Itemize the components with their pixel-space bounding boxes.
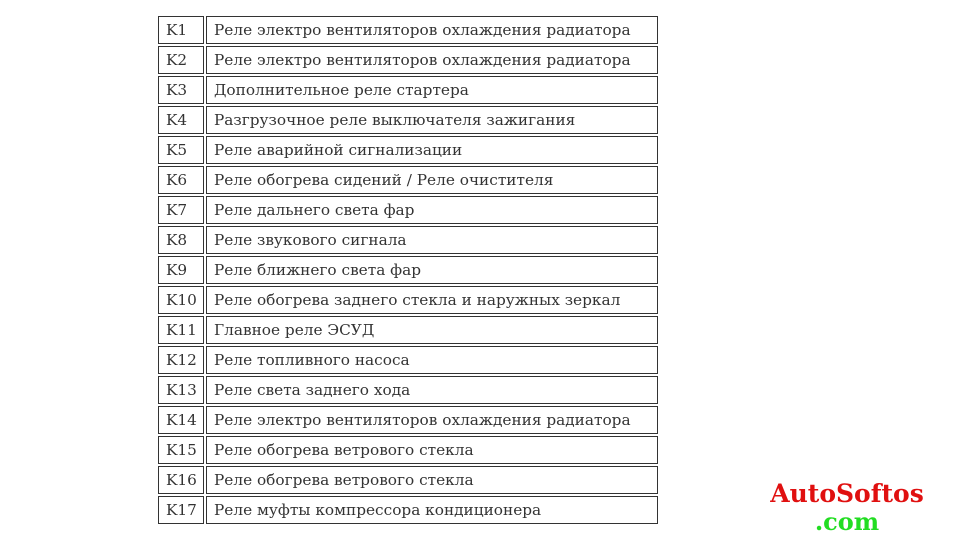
relay-code: K14 — [158, 406, 204, 434]
relay-code: K15 — [158, 436, 204, 464]
table-row: K5 Реле аварийной сигнализации — [158, 136, 658, 164]
relay-description: Реле ближнего света фар — [206, 256, 658, 284]
table-row: K12 Реле топливного насоса — [158, 346, 658, 374]
relay-description: Реле электро вентиляторов охлаждения рад… — [206, 406, 658, 434]
table-row: K4 Разгрузочное реле выключателя зажигани… — [158, 106, 658, 134]
table-row: K2 Реле электро вентиляторов охлаждения р… — [158, 46, 658, 74]
relay-description: Реле муфты компрессора кондиционера — [206, 496, 658, 524]
relay-description: Реле обогрева ветрового стекла — [206, 436, 658, 464]
table-row: K10 Реле обогрева заднего стекла и наружн… — [158, 286, 658, 314]
relay-description: Реле топливного насоса — [206, 346, 658, 374]
relay-description: Реле света заднего хода — [206, 376, 658, 404]
relay-description: Реле обогрева ветрового стекла — [206, 466, 658, 494]
watermark-logo: AutoSoftos .com — [752, 480, 942, 536]
relay-code: K8 — [158, 226, 204, 254]
relay-code: K5 — [158, 136, 204, 164]
relay-code: K9 — [158, 256, 204, 284]
relay-description: Реле обогрева сидений / Реле очистителя — [206, 166, 658, 194]
relay-description: Дополнительное реле стартера — [206, 76, 658, 104]
relay-description: Реле дальнего света фар — [206, 196, 658, 224]
table-row: K8 Реле звукового сигнала — [158, 226, 658, 254]
relay-code: K13 — [158, 376, 204, 404]
table-row: K9 Реле ближнего света фар — [158, 256, 658, 284]
table-row: K14 Реле электро вентиляторов охлаждения … — [158, 406, 658, 434]
relay-table: K1 Реле электро вентиляторов охлаждения р… — [156, 14, 660, 526]
table-row: K17 Реле муфты компрессора кондиционера — [158, 496, 658, 524]
relay-code: K16 — [158, 466, 204, 494]
table-row: K13 Реле света заднего хода — [158, 376, 658, 404]
table-row: K3 Дополнительное реле стартера — [158, 76, 658, 104]
table-row: K1 Реле электро вентиляторов охлаждения р… — [158, 16, 658, 44]
relay-description: Реле обогрева заднего стекла и наружных … — [206, 286, 658, 314]
relay-code: K1 — [158, 16, 204, 44]
relay-code: K12 — [158, 346, 204, 374]
relay-code: K17 — [158, 496, 204, 524]
relay-description: Главное реле ЭСУД — [206, 316, 658, 344]
relay-description: Реле электро вентиляторов охлаждения рад… — [206, 46, 658, 74]
relay-code: K4 — [158, 106, 204, 134]
relay-description: Реле звукового сигнала — [206, 226, 658, 254]
relay-code: K3 — [158, 76, 204, 104]
watermark-line2: .com — [814, 507, 880, 536]
relay-description: Реле электро вентиляторов охлаждения рад… — [206, 16, 658, 44]
relay-code: K10 — [158, 286, 204, 314]
relay-description: Реле аварийной сигнализации — [206, 136, 658, 164]
relay-code: K6 — [158, 166, 204, 194]
relay-code: K7 — [158, 196, 204, 224]
relay-code: K2 — [158, 46, 204, 74]
table-row: K11 Главное реле ЭСУД — [158, 316, 658, 344]
relay-description: Разгрузочное реле выключателя зажигания — [206, 106, 658, 134]
table-row: K16 Реле обогрева ветрового стекла — [158, 466, 658, 494]
table-row: K15 Реле обогрева ветрового стекла — [158, 436, 658, 464]
table-row: K6 Реле обогрева сидений / Реле очистител… — [158, 166, 658, 194]
watermark-line1: AutoSoftos — [770, 479, 924, 508]
table-row: K7 Реле дальнего света фар — [158, 196, 658, 224]
relay-code: K11 — [158, 316, 204, 344]
